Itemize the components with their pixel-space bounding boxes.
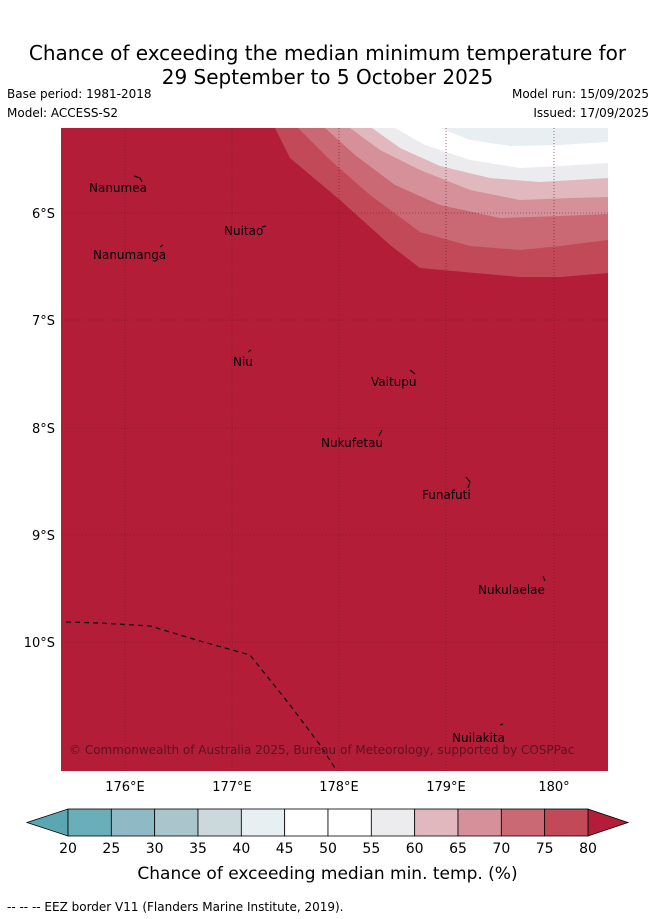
- colorbar-low-arrow: [25, 808, 69, 837]
- lon-label-176e: 176°E: [105, 780, 145, 795]
- colorbar-segment: [67, 808, 112, 837]
- colorbar-segment: [370, 808, 416, 837]
- colorbar-tick-label: 65: [449, 841, 467, 857]
- colorbar-tick-label: 45: [276, 841, 294, 857]
- island-label-nanumanga: Nanumanga: [93, 248, 166, 262]
- title-line-2: 29 September to 5 October 2025: [161, 65, 494, 89]
- colorbar: 20 25 30 35 40 45 50 55 60 65 70 75 80: [25, 808, 630, 857]
- colorbar-segment: [110, 808, 156, 837]
- colorbar-segment: [457, 808, 502, 837]
- lat-label-9s: 9°S: [32, 529, 55, 544]
- colorbar-tick-label: 70: [492, 841, 510, 857]
- island-label-niu: Niu: [233, 355, 253, 369]
- band-40: [440, 128, 608, 146]
- model-name: Model: ACCESS-S2: [7, 106, 119, 120]
- island-label-vaitupu: Vaitupu: [371, 375, 417, 389]
- colorbar-tick-label: 75: [536, 841, 554, 857]
- island-label-nukufetau: Nukufetau: [321, 436, 383, 450]
- colorbar-high-arrow: [587, 808, 630, 837]
- island-nanumanga-shape: [159, 244, 164, 248]
- island-funafuti-shape: [465, 476, 471, 489]
- chart-title: Chance of exceeding the median minimum t…: [0, 41, 655, 89]
- island-niu-shape: [247, 349, 252, 353]
- lon-axis-labels: 176°E 177°E 178°E 179°E 180°: [105, 780, 569, 795]
- lon-label-178e: 178°E: [319, 780, 359, 795]
- title-line-1: Chance of exceeding the median minimum t…: [28, 41, 627, 65]
- island-shapes: [133, 175, 546, 726]
- colorbar-tick-label: 40: [232, 841, 250, 857]
- issued-date: Issued: 17/09/2025: [533, 106, 649, 120]
- colorbar-segment: [544, 808, 589, 837]
- base-period: Base period: 1981-2018: [7, 87, 152, 101]
- colorbar-tick-label: 55: [362, 841, 380, 857]
- colorbar-tick-label: 60: [406, 841, 424, 857]
- island-nukulaelae-shape: [542, 575, 546, 582]
- island-nukufetau-shape: [378, 429, 383, 437]
- copyright-notice: © Commonwealth of Australia 2025, Bureau…: [69, 743, 574, 757]
- lat-label-6s: 6°S: [32, 207, 55, 222]
- eez-border: [65, 621, 336, 769]
- colorbar-tick-label: 30: [146, 841, 164, 857]
- island-nuilakita-shape: [499, 723, 504, 726]
- island-label-nuitao: Nuitao: [224, 224, 263, 238]
- eez-footnote: -- -- -- EEZ border V11 (Flanders Marine…: [7, 900, 344, 914]
- colorbar-segment: [500, 808, 546, 837]
- colorbar-segment: [197, 808, 242, 837]
- lat-label-7s: 7°S: [32, 314, 55, 329]
- lat-axis-labels: 6°S 7°S 8°S 9°S 10°S: [24, 207, 55, 651]
- lat-label-8s: 8°S: [32, 422, 55, 437]
- colorbar-tick-label: 80: [579, 841, 597, 857]
- island-nanumea-shape: [133, 175, 143, 183]
- colorbar-segment: [327, 808, 372, 837]
- model-run: Model run: 15/09/2025: [511, 87, 649, 101]
- island-label-nukulaelae: Nukulaelae: [478, 583, 545, 597]
- colorbar-segment: [240, 808, 286, 837]
- island-nuitao-shape: [261, 225, 267, 228]
- colorbar-segment: [414, 808, 459, 837]
- island-vaitupu-shape: [409, 369, 416, 375]
- island-label-nuilakita: Nuilakita: [452, 731, 505, 745]
- map-figure: Nanumea Nuitao Nanumanga Niu Vaitupu Nuk…: [24, 128, 630, 857]
- colorbar-tick-label: 50: [319, 841, 337, 857]
- lon-label-177e: 177°E: [212, 780, 252, 795]
- island-label-funafuti: Funafuti: [422, 488, 471, 502]
- colorbar-label: Chance of exceeding median min. temp. (%…: [137, 864, 518, 884]
- contour-bands: [275, 128, 608, 277]
- colorbar-tick-label: 20: [59, 841, 77, 857]
- lat-label-10s: 10°S: [24, 636, 55, 651]
- colorbar-tick-label: 25: [102, 841, 120, 857]
- island-label-nanumea: Nanumea: [89, 181, 147, 195]
- colorbar-segment: [284, 808, 329, 837]
- lon-label-179e: 179°E: [426, 780, 466, 795]
- colorbar-segment: [154, 808, 199, 837]
- graticule: [61, 128, 608, 771]
- lon-label-180: 180°: [538, 780, 569, 795]
- colorbar-tick-label: 35: [189, 841, 207, 857]
- island-labels: Nanumea Nuitao Nanumanga Niu Vaitupu Nuk…: [89, 181, 545, 745]
